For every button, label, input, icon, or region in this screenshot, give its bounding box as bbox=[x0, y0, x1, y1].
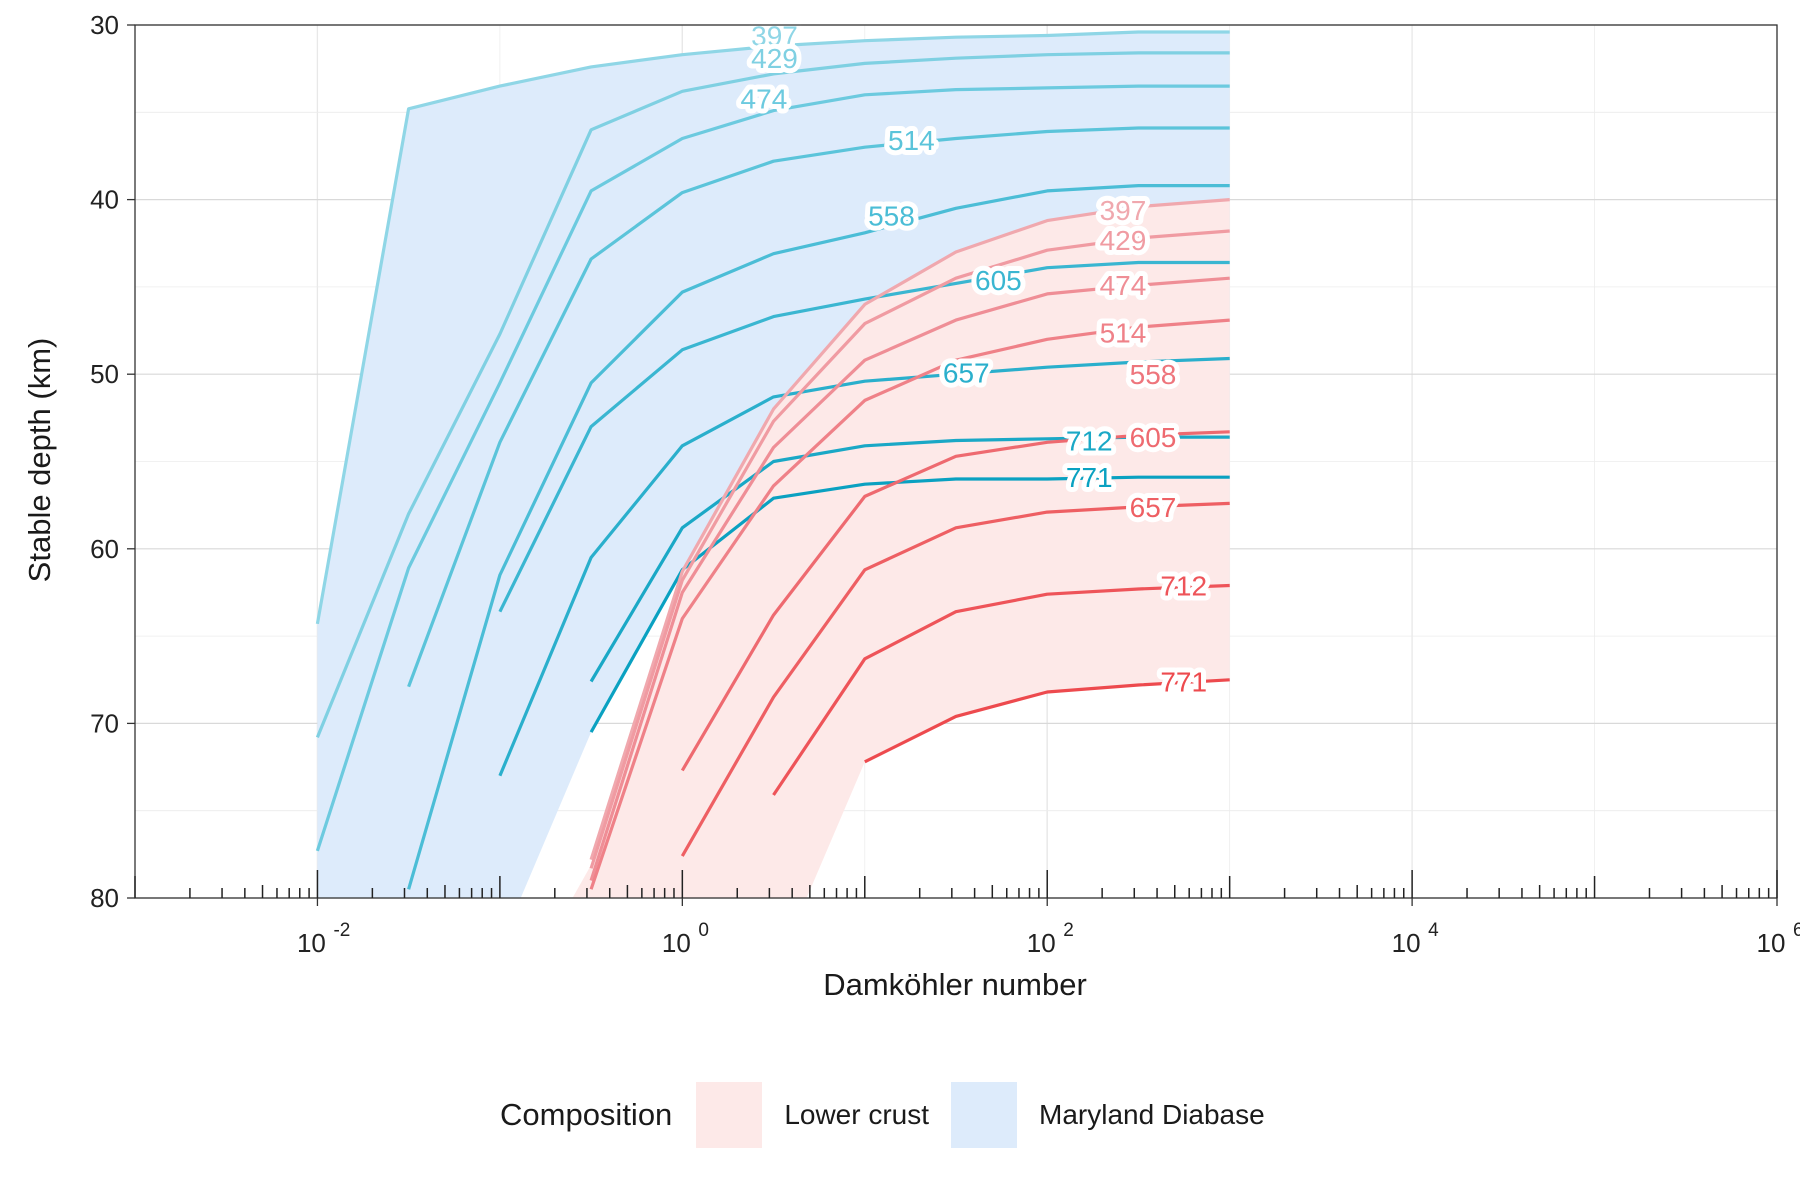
contour-label-lower-crust-429: 429 bbox=[1100, 225, 1147, 256]
x-tick-label: 10 bbox=[662, 928, 691, 958]
legend-label-maryland-diabase: Maryland Diabase bbox=[1039, 1099, 1265, 1130]
x-tick-label-exponent: 4 bbox=[1428, 920, 1439, 941]
y-tick-label: 60 bbox=[90, 534, 119, 564]
contour-label-lower-crust-712: 712 bbox=[1160, 570, 1207, 601]
contour-line-lower-crust-397 bbox=[589, 198, 1230, 861]
x-tick-label: 10 bbox=[1757, 928, 1786, 958]
contour-label-lower-crust-771: 771 bbox=[1160, 666, 1207, 697]
x-tick-label-exponent: 2 bbox=[1063, 920, 1074, 941]
contour-line-maryland-diabase-771 bbox=[589, 475, 1230, 733]
contour-label-lower-crust-605: 605 bbox=[1130, 422, 1177, 453]
y-tick-label: 70 bbox=[90, 708, 119, 738]
contour-label-maryland-diabase-712: 712 bbox=[1066, 426, 1113, 457]
contour-line-lower-crust-514 bbox=[589, 318, 1230, 890]
band-lower-crust bbox=[572, 199, 1230, 899]
contour-line-lower-crust-712 bbox=[772, 583, 1230, 796]
legend-title: Composition bbox=[500, 1097, 673, 1132]
contour-line-maryland-diabase-397 bbox=[315, 30, 1230, 625]
y-tick-label: 80 bbox=[90, 883, 119, 913]
y-tick-label: 50 bbox=[90, 359, 119, 389]
contour-line-lower-crust-605 bbox=[680, 430, 1230, 772]
y-tick-label: 40 bbox=[90, 185, 119, 215]
x-tick-label-exponent: -2 bbox=[333, 920, 350, 941]
contour-label-lower-crust-397: 397 bbox=[1100, 195, 1147, 226]
legend-key-lower-crust bbox=[696, 1082, 763, 1148]
panel-frame bbox=[134, 24, 1778, 899]
contour-label-maryland-diabase-558: 558 bbox=[868, 200, 915, 231]
contour-label-maryland-diabase-605: 605 bbox=[975, 265, 1022, 296]
x-axis: 10 -2 10 0 10 2 10 4 10 6 bbox=[134, 870, 1800, 958]
contour-label-maryland-diabase-514: 514 bbox=[888, 125, 935, 156]
legend-key-maryland-diabase bbox=[951, 1082, 1018, 1148]
contour-line-maryland-diabase-657 bbox=[498, 356, 1230, 777]
legend: Composition Lower crust Maryland Diabase bbox=[500, 1080, 1287, 1150]
contour-line-maryland-diabase-605 bbox=[498, 260, 1230, 613]
contour-label-lower-crust-474: 474 bbox=[1100, 270, 1147, 301]
panel-border bbox=[134, 24, 1778, 899]
y-axis-title: Stable depth (km) bbox=[22, 338, 57, 583]
x-axis-title: Damköhler number bbox=[823, 967, 1087, 1002]
x-tick-label-exponent: 0 bbox=[698, 920, 709, 941]
contour-label-lower-crust-657: 657 bbox=[1130, 492, 1177, 523]
contour-label-lower-crust-558: 558 bbox=[1130, 359, 1177, 390]
contour-label-lower-crust-514: 514 bbox=[1100, 317, 1147, 348]
contour-label-maryland-diabase-771: 771 bbox=[1066, 462, 1113, 493]
contour-labels: 3974294745145586056577127713974294745145… bbox=[736, 15, 1213, 702]
contour-line-maryland-diabase-474 bbox=[315, 84, 1230, 852]
x-tick-label: 10 bbox=[297, 928, 326, 958]
contour-label-maryland-diabase-657: 657 bbox=[943, 357, 990, 388]
contour-line-lower-crust-657 bbox=[680, 501, 1230, 857]
contour-line-lower-crust-474 bbox=[589, 276, 1230, 881]
x-tick-label: 10 bbox=[1392, 928, 1421, 958]
x-tick-label: 10 bbox=[1027, 928, 1056, 958]
contour-line-lower-crust-429 bbox=[589, 229, 1230, 869]
x-tick-label-exponent: 6 bbox=[1793, 920, 1800, 941]
contour-label-maryland-diabase-429: 429 bbox=[751, 43, 798, 74]
contour-lines bbox=[315, 30, 1230, 890]
y-tick-label: 30 bbox=[90, 10, 119, 40]
contour-label-maryland-diabase-474: 474 bbox=[741, 83, 788, 114]
contour-line-maryland-diabase-558 bbox=[407, 184, 1230, 890]
contour-line-maryland-diabase-514 bbox=[407, 126, 1230, 688]
contour-line-lower-crust-771 bbox=[864, 678, 1230, 764]
y-axis: 30 40 50 60 70 80 bbox=[90, 10, 135, 913]
legend-label-lower-crust: Lower crust bbox=[784, 1099, 930, 1130]
composition-bands bbox=[317, 32, 1230, 899]
contour-line-maryland-diabase-429 bbox=[315, 51, 1230, 739]
